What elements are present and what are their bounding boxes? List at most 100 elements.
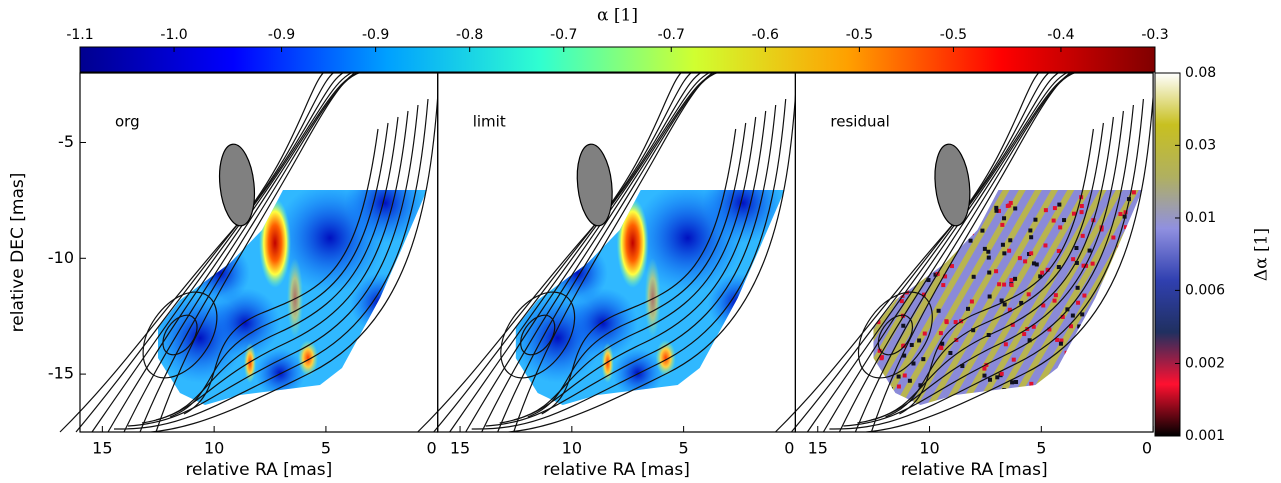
map-pixel bbox=[1066, 352, 1071, 357]
contour bbox=[139, 67, 391, 433]
map-pixel bbox=[1010, 322, 1015, 327]
map-pixel bbox=[907, 378, 912, 383]
map-pixel bbox=[1079, 204, 1084, 209]
map-pixel bbox=[949, 264, 954, 269]
map-pixel bbox=[1002, 282, 1007, 287]
map-pixel bbox=[960, 364, 965, 369]
colorbar-tick-label: 0.08 bbox=[1185, 65, 1216, 81]
colorbar-tick-label: -0.9 bbox=[362, 27, 389, 43]
map-pixel bbox=[1109, 327, 1114, 332]
map-blob bbox=[259, 198, 291, 288]
map-pixel bbox=[1057, 202, 1062, 207]
contour bbox=[485, 104, 777, 427]
colorbar-tick-label: -0.8 bbox=[456, 27, 483, 43]
map-pixel bbox=[1081, 263, 1086, 268]
colorbar-tick-label: -0.5 bbox=[940, 27, 967, 43]
map-pixel bbox=[1120, 335, 1125, 340]
map-pixel bbox=[875, 292, 880, 297]
map-pixel bbox=[987, 270, 992, 275]
map-pixel bbox=[923, 204, 928, 209]
map-pixel bbox=[1131, 253, 1136, 258]
contour bbox=[107, 67, 367, 433]
map-pixel bbox=[1058, 225, 1063, 230]
colorbar-tick-label: -0.5 bbox=[846, 27, 873, 43]
map-pixel bbox=[1137, 207, 1142, 212]
map-pixel bbox=[1009, 283, 1014, 288]
contour bbox=[843, 104, 1134, 427]
map-pixel bbox=[1043, 243, 1048, 248]
map-pixel bbox=[1099, 367, 1104, 372]
beam bbox=[576, 143, 613, 227]
contour bbox=[100, 92, 438, 432]
map-pixel bbox=[1118, 212, 1123, 217]
map-pixel bbox=[966, 306, 971, 311]
map-pixel bbox=[877, 277, 882, 282]
map-pixel bbox=[926, 278, 931, 283]
y-tick-label: -10 bbox=[48, 248, 74, 267]
map-pixel bbox=[908, 214, 913, 219]
map-pixel bbox=[982, 366, 987, 371]
map-pixel bbox=[1071, 257, 1076, 262]
x-tick-label: 0 bbox=[427, 439, 437, 458]
panel-frame bbox=[794, 72, 1154, 433]
map-pixel bbox=[1143, 328, 1147, 332]
map-pixel bbox=[995, 375, 1000, 380]
map-pixel bbox=[910, 258, 915, 263]
map-blob bbox=[601, 343, 614, 383]
map-pixel bbox=[1014, 380, 1019, 385]
map-blob bbox=[350, 273, 410, 333]
map-pixel bbox=[1019, 300, 1024, 305]
y-tick-label: -5 bbox=[58, 132, 74, 151]
map-pixel bbox=[1026, 252, 1031, 257]
map-pixel bbox=[921, 292, 926, 297]
map-pixel bbox=[1031, 324, 1036, 329]
map-pixel bbox=[1002, 216, 1007, 221]
map-pixel bbox=[1075, 285, 1080, 290]
panel: residual 15 10 5 0 relative RA [mas] bbox=[774, 67, 1154, 480]
map-blob bbox=[707, 273, 768, 333]
map-pixel bbox=[1087, 382, 1092, 387]
map-pixel bbox=[1052, 298, 1057, 303]
colorbar-tick-label: 0.03 bbox=[1185, 137, 1216, 153]
map-pixel bbox=[999, 371, 1004, 376]
map-pixel bbox=[1013, 276, 1018, 281]
x-tick-label: 10 bbox=[562, 439, 582, 458]
map-pixel bbox=[1088, 338, 1093, 343]
map-pixel bbox=[1023, 259, 1028, 264]
map-pixel bbox=[914, 220, 919, 225]
contour bbox=[829, 98, 1144, 430]
map-blob bbox=[255, 348, 305, 398]
map-pixel bbox=[877, 265, 882, 270]
x-tick-label: 15 bbox=[92, 439, 112, 458]
x-axis-label: relative RA [mas] bbox=[901, 460, 1048, 480]
contour bbox=[457, 92, 796, 432]
panel: org 15 10 5 0 relative RA [mas] -5 -10 -15 relati… bbox=[8, 67, 439, 480]
map-pixel bbox=[1140, 245, 1143, 250]
map-pixel bbox=[1064, 350, 1069, 355]
map-pixel bbox=[1074, 260, 1079, 265]
map-pixel bbox=[876, 237, 881, 242]
map-pixel bbox=[907, 255, 912, 260]
map-pixel bbox=[940, 341, 945, 346]
map-pixel bbox=[1099, 227, 1104, 232]
x-tick-label: 0 bbox=[1142, 439, 1152, 458]
map-pixel bbox=[1008, 200, 1013, 205]
map-pixel bbox=[1022, 332, 1027, 337]
map-pixel bbox=[1102, 390, 1107, 395]
map-pixel bbox=[1123, 210, 1128, 215]
map-pixel bbox=[896, 374, 901, 379]
x-tick-label: 5 bbox=[679, 439, 689, 458]
map-pixel bbox=[941, 283, 946, 288]
map-pixel bbox=[1118, 306, 1123, 311]
contour bbox=[162, 314, 198, 356]
map-pixel bbox=[994, 269, 999, 274]
contour bbox=[774, 67, 1046, 433]
map-pixel bbox=[907, 243, 912, 248]
map-pixel bbox=[969, 299, 974, 304]
contour bbox=[59, 67, 331, 433]
contour bbox=[500, 291, 576, 379]
contour bbox=[183, 128, 379, 415]
map-pixel bbox=[1144, 368, 1148, 372]
map-pixel bbox=[1138, 227, 1143, 232]
map-pixel bbox=[1076, 300, 1081, 305]
